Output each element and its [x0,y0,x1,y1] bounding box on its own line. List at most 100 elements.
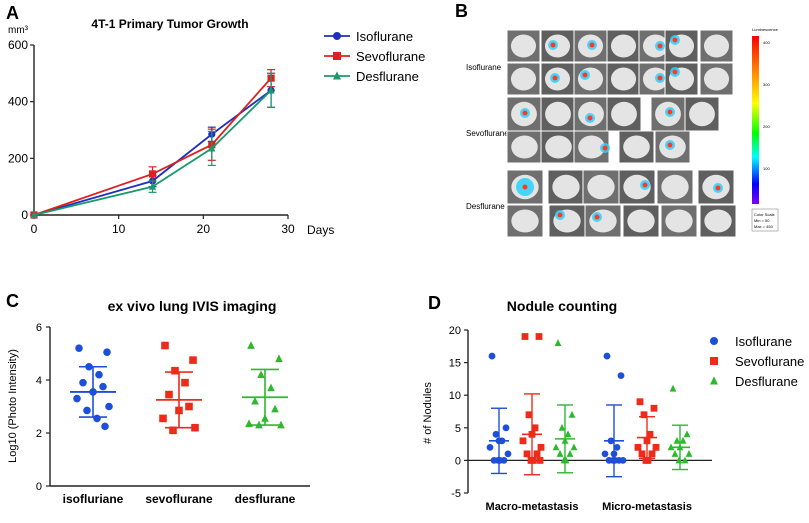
data-point [271,404,279,413]
series-line-sevoflurane [33,77,272,216]
x-category-label: Micro-metastasis [602,501,692,513]
data-point [603,352,611,360]
y-tick-label: 6 [36,322,42,334]
data-point [535,333,543,340]
data-point [161,341,169,350]
luminescence-hotspot [657,43,663,49]
lung-specimen [545,135,572,159]
data-point [488,352,496,360]
panel-letter-d: D [428,293,441,313]
lung-specimen [587,174,615,200]
data-point [30,210,38,219]
data-point [685,449,693,457]
y-axis-unit-label: mm³ [8,25,29,36]
data-point [669,384,677,392]
lung-specimen [661,174,689,200]
luminescence-hotspot [672,69,678,75]
y-tick-label: 400 [8,95,28,109]
color-scale-info-box [751,208,779,232]
lung-specimen [511,135,538,159]
color-scale-tick: 200 [763,124,770,129]
data-point [683,430,691,438]
luminescence-color-scale: Luminescence 400 300 200 100 Color Scale [751,27,779,232]
data-point [640,411,648,419]
data-point [73,394,81,403]
data-point [275,354,283,363]
data-point [644,457,652,464]
luminescence-hotspot [522,110,528,116]
lung-specimen [510,67,537,91]
data-point [99,382,107,391]
data-point [525,411,533,419]
data-point [568,410,576,418]
color-scale-info-line: Color Scale [754,212,775,217]
data-point [650,404,658,412]
data-point [531,424,539,432]
color-scale-tick: 300 [763,82,770,87]
y-tick-label: -5 [451,488,461,500]
panel-letter-c: C [6,291,19,311]
data-point [646,430,654,438]
data-point [611,457,619,464]
data-point [208,144,216,152]
data-point [101,422,109,431]
data-point [681,456,689,464]
luminescence-hotspot [667,142,673,148]
data-point [601,450,609,458]
legend-marker [710,357,718,365]
color-scale-title: Luminescence [752,27,779,32]
data-point [492,430,500,438]
y-tick-label: 20 [449,325,461,337]
y-tick-label: 2 [36,428,42,440]
data-point [636,398,644,406]
luminescence-hotspot [557,212,563,218]
data-point [189,356,197,364]
legend-label: Isoflurane [356,29,413,44]
data-point [521,333,529,340]
luminescence-hotspot [602,145,608,151]
luminescence-hotspot [715,185,721,191]
data-point [613,443,621,451]
lung-specimen [510,34,537,58]
x-tick-label: 0 [31,222,38,236]
lung-specimen [610,67,637,91]
data-point [673,436,681,444]
luminescence-hotspot [594,214,600,220]
panel-b-ivis-imaging: Isoflurane Sevoflurane Desflurane Lumine… [466,27,779,238]
chart-title: 4T-1 Primary Tumor Growth [91,17,248,31]
data-point [679,436,687,444]
legend-label: Desflurane [356,69,419,84]
data-point [79,378,87,387]
data-point [486,443,494,451]
series-line-isoflurane [33,89,272,216]
data-point [103,348,111,356]
panel-letter-a: A [6,3,19,23]
lung-specimen [610,34,637,58]
panel-letter-b: B [455,1,468,21]
imaging-row-label-isoflurane: Isoflurane [466,63,502,72]
data-point [245,419,253,428]
legend-marker [710,337,718,345]
data-point [105,402,113,411]
lung-specimen [611,101,637,127]
legend-marker [333,32,341,40]
data-point [558,423,566,431]
data-point [83,406,91,415]
data-point [267,383,275,392]
legend-marker [710,376,718,385]
luminescence-hotspot [657,75,663,81]
data-point [504,450,512,458]
lung-specimen [703,67,730,91]
data-point [529,457,537,464]
legend-marker [333,52,341,60]
data-point [93,414,101,423]
lung-specimen [703,34,730,58]
data-point [648,450,656,458]
luminescence-hotspot [552,75,558,81]
lung-specimen [589,209,617,233]
data-point [533,450,541,458]
y-axis-label: # of Nodules [422,382,434,444]
data-point [566,449,574,457]
series-line-desflurane [33,89,272,216]
